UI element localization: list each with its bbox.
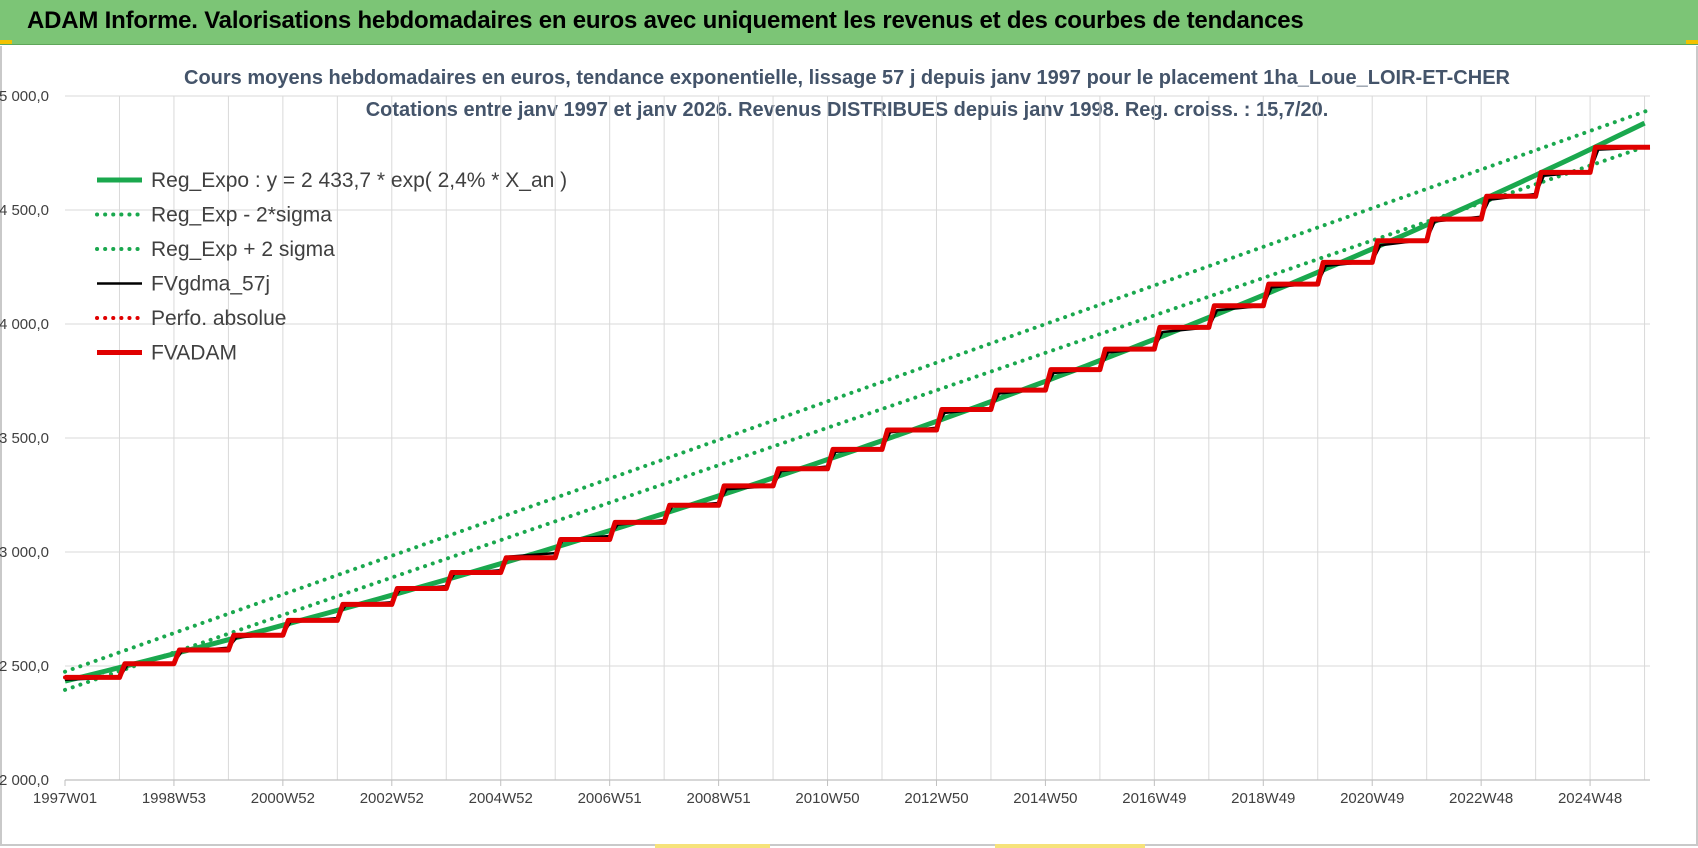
y-tick-label: 4 000,0	[0, 316, 49, 333]
legend-label: FVADAM	[151, 342, 237, 365]
legend-label: Perfo. absolue	[151, 307, 286, 330]
corner-marker-left	[0, 40, 12, 44]
legend-label: Reg_Expo : y = 2 433,7 * exp( 2,4% * X_a…	[151, 169, 567, 192]
y-tick-label: 3 000,0	[0, 544, 49, 561]
gridlines	[65, 95, 1650, 781]
x-tick-label: 2014W50	[1013, 790, 1077, 807]
x-tick-label: 2000W52	[251, 790, 315, 807]
legend-label: FVgdma_57j	[151, 273, 270, 296]
chart-subtitle: Cotations entre janv 1997 et janv 2026. …	[366, 99, 1329, 121]
x-tick-label: 2020W49	[1340, 790, 1404, 807]
y-axis: 2 000,0 2 500,0 3 000,0 3 500,0 4 000,0 4 500…	[0, 88, 49, 789]
x-tick-label: 2012W50	[904, 790, 968, 807]
x-tick-label: 1998W53	[142, 790, 206, 807]
plot-series	[63, 107, 1652, 692]
chart-frame	[0, 46, 1698, 846]
series-line-5	[65, 144, 1650, 680]
x-tick-label: 2016W49	[1122, 790, 1186, 807]
y-tick-label: 2 500,0	[0, 658, 49, 675]
x-tick-label: 2002W52	[360, 790, 424, 807]
x-tick-label: 1997W01	[33, 790, 97, 807]
x-tick-label: 2022W48	[1449, 790, 1513, 807]
y-tick-label: 5 000,0	[0, 88, 49, 105]
x-tick-label: 2024W48	[1558, 790, 1622, 807]
chart-title: Cours moyens hebdomadaires en euros, ten…	[184, 67, 1511, 89]
report-banner: ADAM Informe. Valorisations hebdomadaire…	[0, 0, 1698, 45]
x-tick-label: 2018W49	[1231, 790, 1295, 807]
x-tick-label: 2010W50	[795, 790, 859, 807]
legend: Reg_Expo : y = 2 433,7 * exp( 2,4% * X_a…	[95, 169, 567, 365]
x-tick-label: 2006W51	[578, 790, 642, 807]
line-chart: Cours moyens hebdomadaires en euros, ten…	[0, 67, 1652, 807]
legend-label: Reg_Exp - 2*sigma	[151, 204, 332, 227]
y-tick-label: 3 500,0	[0, 430, 49, 447]
y-tick-label: 2 000,0	[0, 772, 49, 789]
y-tick-label: 4 500,0	[0, 202, 49, 219]
report-title: ADAM Informe. Valorisations hebdomadaire…	[27, 7, 1304, 34]
x-tick-label: 2008W51	[686, 790, 750, 807]
series-line-1	[63, 143, 1652, 692]
x-axis: 1997W01 1998W53 2000W52 2002W52 2004W52 2006W…	[33, 779, 1650, 807]
x-tick-label: 2004W52	[469, 790, 533, 807]
corner-marker-right	[1686, 40, 1698, 44]
bottom-tab-marker	[995, 844, 1145, 848]
series-line-2	[63, 107, 1652, 674]
legend-label: Reg_Exp + 2 sigma	[151, 238, 335, 261]
bottom-tab-marker	[655, 844, 770, 848]
